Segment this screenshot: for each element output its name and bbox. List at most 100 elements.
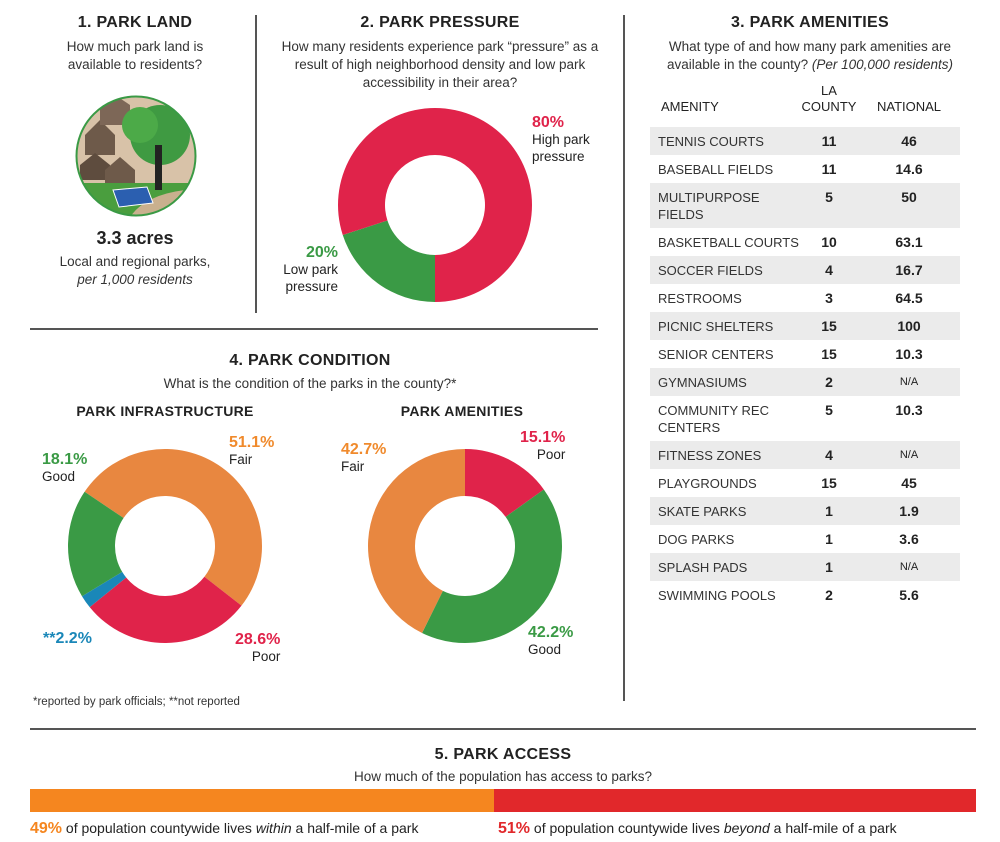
park-pressure-section: 2. PARK PRESSURE How many residents expe… [262,14,618,92]
national-value: 14.6 [895,161,923,177]
access-bar-segment [493,789,976,812]
section-question: How much of the population has access to… [354,769,652,784]
column-header: NATIONAL [876,99,942,114]
section-title: 4. PARK CONDITION [229,352,391,369]
table-row: SOCCER FIELDS 4 16.7 [650,256,960,284]
table-row: SKATE PARKS 1 1.9 [650,497,960,525]
national-value: 16.7 [858,256,960,284]
label-amen-fair: 42.7% Fair [341,441,387,474]
park-condition-section: 4. PARK CONDITION What is the condition … [20,352,600,393]
la-county-value: 1 [800,553,858,581]
national-value: 46 [858,127,960,155]
park-amenities-section: 3. PARK AMENITIES What type of and how m… [630,14,990,74]
section-title: 1. PARK LAND [77,14,193,31]
national-value: 45 [901,475,917,491]
national-value: 5.6 [899,587,919,603]
section-question: What type of and how many park amenities… [667,39,953,72]
amenity-name: SOCCER FIELDS [650,256,800,284]
amenity-name: DOG PARKS [658,532,735,547]
label-infra-not-reported: **2.2% [43,630,92,647]
la-county-value: 5 [800,183,858,228]
la-county-value: 2 [825,587,833,603]
table-row: GYMNASIUMS 2 N/A [650,368,960,396]
amenity-name: SKATE PARKS [650,497,800,525]
donut-slice-fair [84,448,262,606]
donut-slice-high-park-pressure [338,108,532,302]
amenity-name: FITNESS ZONES [650,441,800,469]
amenity-name: SWIMMING POOLS [658,588,776,603]
national-value: 3.6 [899,531,919,547]
donut-slice-good [422,489,562,643]
label-high-pressure: 80% High park pressure [532,114,590,164]
park-access-section: 5. PARK ACCESS How much of the populatio… [30,746,976,786]
table-row: SENIOR CENTERS 15 10.3 [650,340,960,368]
chart-title-amenities: PARK AMENITIES [400,403,524,419]
national-value: 50 [858,183,960,228]
amenity-name: SPLASH PADS [650,553,800,581]
divider [255,15,257,313]
donut-slice-poor [465,449,544,517]
access-bar-segment [30,789,494,812]
label-infra-poor: 28.6% Poor [235,631,281,664]
column-header: AMENITY [661,99,719,114]
national-value: 100 [858,312,960,340]
donut-slice-good [68,491,124,597]
table-row: SPLASH PADS 1 N/A [650,553,960,581]
section-question: What is the condition of the parks in th… [163,376,457,391]
section-title: 2. PARK PRESSURE [360,14,520,31]
national-value: N/A [858,441,960,469]
park-land-unit: per 1,000 residents [77,272,193,287]
chart-title-infrastructure: PARK INFRASTRUCTURE [76,403,254,419]
la-county-value: 4 [800,441,858,469]
national-value: 10.3 [895,402,923,418]
table-row: SWIMMING POOLS 2 5.6 [650,581,960,609]
access-within-text: 49% of population countywide lives withi… [30,820,419,837]
la-county-value: 1 [800,497,858,525]
label-infra-good: 18.1% Good [42,451,88,484]
la-county-value: 15 [800,312,858,340]
amenities-table: AMENITY LA COUNTY NATIONAL TENNIS COURTS… [650,83,960,609]
park-illustration-icon [75,95,197,217]
amenity-name: SENIOR CENTERS [658,347,774,362]
table-row: FITNESS ZONES 4 N/A [650,441,960,469]
la-county-value: 15 [821,346,837,362]
donut-slice-poor [89,576,242,643]
la-county-value: 1 [825,531,833,547]
amenity-name: GYMNASIUMS [650,368,800,396]
section-title: 5. PARK ACCESS [434,746,572,763]
access-beyond-text: 51% of population countywide lives beyon… [498,820,897,837]
park-land-section: 1. PARK LAND How much park land is avail… [20,14,250,74]
amenity-name: PICNIC SHELTERS [650,312,800,340]
la-county-value: 3 [825,290,833,306]
section-question: How much park land is available to resid… [66,39,204,72]
amenity-name: MULTIPURPOSE FIELDS [650,183,800,228]
amenity-name: PLAYGROUNDS [658,476,757,491]
national-value: 64.5 [895,290,923,306]
la-county-value: 11 [821,161,837,177]
amenity-name: RESTROOMS [658,291,742,306]
label-amen-good: 42.2% Good [528,624,574,657]
amenity-name: BASEBALL FIELDS [658,162,774,177]
donut-slice-low-park-pressure [342,220,435,302]
table-row: BASEBALL FIELDS 11 14.6 [650,155,960,183]
table-row: PICNIC SHELTERS 15 100 [650,312,960,340]
national-value: 1.9 [858,497,960,525]
donut-slice-not-reported [81,571,127,608]
donut-chart-pressure [338,108,532,302]
divider [623,15,625,701]
la-county-value: 11 [800,127,858,155]
amenity-name: TENNIS COURTS [650,127,800,155]
national-value: N/A [858,553,960,581]
divider [30,728,976,730]
la-county-value: 4 [800,256,858,284]
table-row: PLAYGROUNDS 15 45 [650,469,960,497]
national-value: N/A [858,368,960,396]
table-row: BASKETBALL COURTS 10 63.1 [650,228,960,256]
amenity-name: COMMUNITY REC CENTERS [658,403,769,435]
label-infra-fair: 51.1% Fair [229,434,275,467]
la-county-value: 10 [821,234,837,250]
table-row: MULTIPURPOSE FIELDS 5 50 [650,183,960,228]
label-low-pressure: 20% Low park pressure [283,244,338,294]
la-county-value: 15 [821,475,837,491]
section-question: How many residents experience park “pres… [281,39,599,90]
